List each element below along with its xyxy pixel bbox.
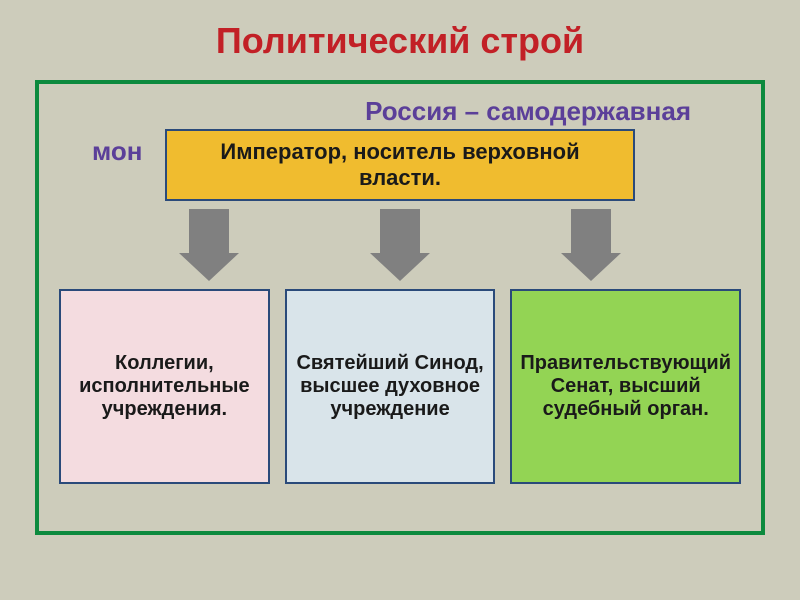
- slide-container: Политический строй Россия – самодержавна…: [0, 0, 800, 600]
- emperor-box: Император, носитель верховной власти.: [165, 129, 635, 201]
- box-collegium: Коллегии, исполнительные учреждения.: [59, 289, 270, 484]
- arrow-icon: [562, 209, 620, 281]
- arrows-row: [59, 209, 741, 281]
- arrow-icon: [180, 209, 238, 281]
- arrow-head: [561, 253, 621, 281]
- arrow-shaft: [380, 209, 420, 253]
- slide-title: Политический строй: [35, 20, 765, 62]
- mon-text: мон: [92, 136, 142, 167]
- arrow-head: [179, 253, 239, 281]
- subtitle-text: Россия – самодержавная: [59, 96, 741, 127]
- arrow-head: [370, 253, 430, 281]
- arrow-icon: [371, 209, 429, 281]
- box-senate: Правительствующий Сенат, высший судебный…: [510, 289, 741, 484]
- arrow-shaft: [189, 209, 229, 253]
- arrow-shaft: [571, 209, 611, 253]
- diagram-container: Россия – самодержавная мон Император, но…: [35, 80, 765, 535]
- boxes-row: Коллегии, исполнительные учреждения. Свя…: [59, 289, 741, 484]
- box-synod: Святейший Синод, высшее духовное учрежде…: [285, 289, 496, 484]
